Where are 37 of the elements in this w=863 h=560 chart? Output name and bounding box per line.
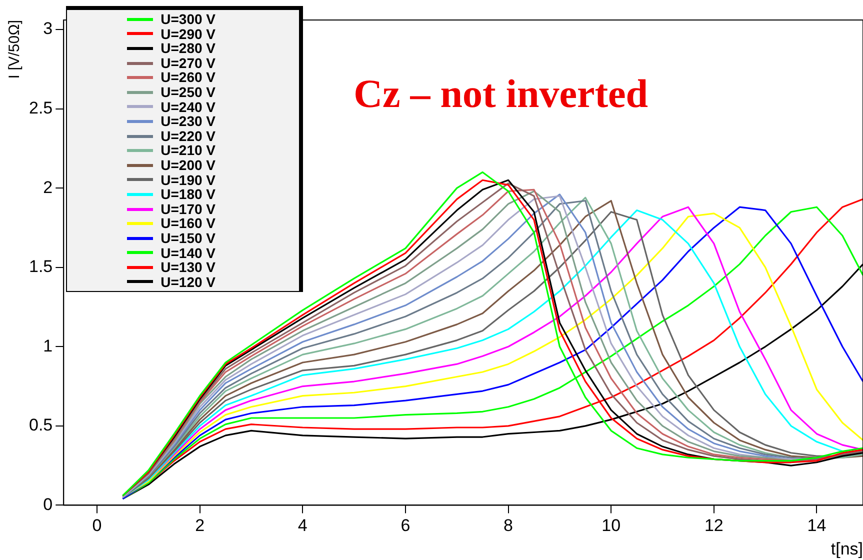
x-tick-label: 0 xyxy=(92,516,102,536)
legend-label: U=130 V xyxy=(160,259,216,276)
x-tick-label: 6 xyxy=(400,516,410,536)
legend-label: U=160 V xyxy=(160,215,216,232)
y-tick-label: 1.5 xyxy=(28,257,53,276)
legend-label: U=180 V xyxy=(160,186,216,202)
legend-label: U=280 V xyxy=(160,40,216,56)
legend-label: U=120 V xyxy=(160,274,216,290)
x-axis-title: t[ns] xyxy=(830,539,863,558)
legend-label: U=230 V xyxy=(160,113,216,130)
y-tick-label: 0.5 xyxy=(28,416,53,435)
y-tick-label: 2.5 xyxy=(28,98,53,118)
y-tick-label: 3 xyxy=(43,19,53,38)
legend-label: U=210 V xyxy=(160,142,216,158)
legend-label: U=170 V xyxy=(160,200,216,217)
legend-label: U=220 V xyxy=(160,128,216,144)
x-tick-label: 12 xyxy=(704,516,724,536)
legend-label: U=290 V xyxy=(160,26,216,42)
x-tick-label: 4 xyxy=(298,516,308,536)
legend-label: U=250 V xyxy=(160,84,216,100)
legend-label: U=270 V xyxy=(160,54,216,71)
y-tick-label: 0 xyxy=(43,494,53,514)
y-tick-label: 1 xyxy=(43,336,53,356)
text: Cz – not inverted xyxy=(354,70,648,117)
legend-label: U=300 V xyxy=(160,11,216,27)
legend-label: U=200 V xyxy=(160,156,216,173)
x-tick-label: 14 xyxy=(807,516,826,536)
legend-label: U=260 V xyxy=(160,69,216,86)
x-tick-label: 8 xyxy=(504,516,514,536)
y-axis-title: I [V/50Ω] xyxy=(6,20,24,79)
legend-label: U=190 V xyxy=(160,172,216,188)
legend-label: U=150 V xyxy=(160,230,216,246)
x-tick-label: 2 xyxy=(195,516,205,536)
y-tick-label: 2 xyxy=(43,178,53,197)
x-tick-label: 10 xyxy=(602,516,621,536)
legend-label: U=140 V xyxy=(160,244,216,260)
legend-label: U=240 V xyxy=(160,98,216,115)
